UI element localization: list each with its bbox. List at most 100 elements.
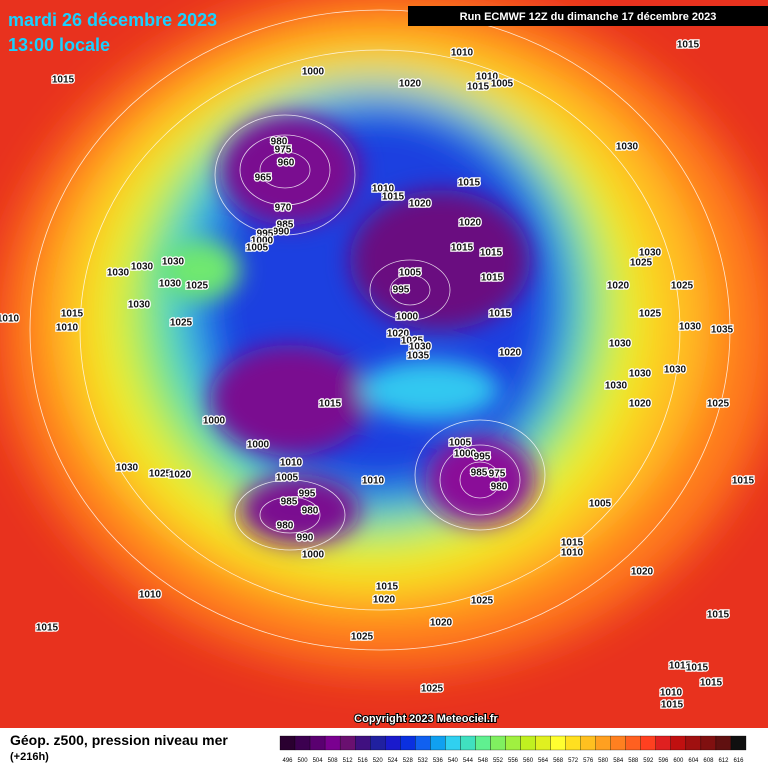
- colorbar-label: 604: [688, 758, 699, 764]
- colorbar-label: 528: [403, 758, 414, 764]
- isobar-label: 980: [271, 137, 288, 148]
- isobar-label: 1025: [707, 399, 730, 410]
- colorbar-cell: [309, 735, 326, 751]
- date-text: mardi 26 décembre 2023: [8, 10, 217, 30]
- colorbar-label: 544: [463, 758, 474, 764]
- colorbar-label: 572: [568, 758, 579, 764]
- isobar-label: 1010: [476, 72, 499, 83]
- isobar-label: 1015: [36, 623, 59, 634]
- isobar-label: 995: [393, 285, 410, 296]
- isobar-label: 1010: [660, 688, 683, 699]
- isobar-label: 1010: [372, 184, 395, 195]
- colorbar-cell: [715, 735, 732, 751]
- run-box: [408, 6, 768, 26]
- isobar-label: 1015: [661, 700, 684, 711]
- isobar-label: 1020: [373, 595, 396, 606]
- colorbar-cell: [595, 735, 611, 751]
- isobar-label: 1005: [491, 79, 514, 90]
- isobar-label: 965: [255, 173, 272, 184]
- isobar-label: 1015: [707, 610, 730, 621]
- legend-title: Géop. z500, pression niveau mer: [10, 732, 228, 748]
- isobar-label: 1015: [677, 40, 700, 51]
- isobar-label: 1015: [669, 661, 692, 672]
- isobar-label: 1020: [399, 79, 422, 90]
- isobar-label: 1020: [169, 470, 192, 481]
- isobar-label: 1025: [186, 281, 209, 292]
- legend-subtitle: (+216h): [10, 751, 49, 763]
- colorbar-label: 580: [598, 758, 609, 764]
- isobar-label: 1015: [489, 309, 512, 320]
- colorbar-label: 612: [718, 758, 729, 764]
- isobar-label: 980: [302, 506, 319, 517]
- isobar-label: 995: [299, 489, 316, 500]
- colorbar-cell: [400, 735, 416, 751]
- isobar-label: 1035: [407, 351, 430, 362]
- colorbar-cell: [370, 735, 386, 751]
- colorbar-cell: [625, 735, 641, 751]
- isobar-label: 985: [277, 220, 294, 231]
- isobar-label: 1035: [711, 325, 734, 336]
- isobar-label: 1020: [430, 618, 453, 629]
- isobar-label: 995: [474, 452, 491, 463]
- colorbar-cell: [490, 735, 506, 751]
- colorbar-cell: [430, 735, 446, 751]
- colorbar-cell: [565, 735, 581, 751]
- isobar-label: 1000: [203, 416, 226, 427]
- isobar-label: 1000: [302, 550, 325, 561]
- isobar-label: 1015: [481, 273, 504, 284]
- colorbar-label: 608: [703, 758, 714, 764]
- isobar-label: 1030: [629, 369, 652, 380]
- isobar-label: 995: [257, 229, 274, 240]
- isobar-label: 1030: [107, 268, 130, 279]
- isobar-label: 1025: [351, 632, 374, 643]
- isobar-label: 1010: [139, 590, 162, 601]
- colorbar-cell: [550, 735, 566, 751]
- colorbar-label: 504: [313, 758, 324, 764]
- isobar-label: 1030: [159, 279, 182, 290]
- colorbar-label: 600: [673, 758, 684, 764]
- isobar-label: 1005: [449, 438, 472, 449]
- colorbar-cell: [339, 735, 356, 751]
- isobar-label: 1020: [387, 329, 410, 340]
- isobar-label: 1025: [671, 281, 694, 292]
- colorbar-cell: [700, 735, 717, 751]
- isobar-label: 1015: [376, 582, 399, 593]
- isobar-label: 1030: [162, 257, 185, 268]
- isobar-label: 1015: [52, 75, 75, 86]
- isobar-label: 1030: [609, 339, 632, 350]
- isobar-label: 1010: [56, 323, 79, 334]
- isobar-label: 1030: [679, 322, 702, 333]
- isobar-label: 1020: [459, 218, 482, 229]
- colorbar-cell: [279, 735, 296, 751]
- colorbar-label: 548: [478, 758, 489, 764]
- isobar-label: 1030: [616, 142, 639, 153]
- colorbar-cell: [580, 735, 596, 751]
- isobar-label: 1025: [421, 684, 444, 695]
- isobar-label: 990: [273, 227, 290, 238]
- colorbar-cell: [475, 735, 491, 751]
- isobar-label: 1000: [247, 440, 270, 451]
- isobar-label: 1005: [246, 243, 269, 254]
- isobar-label: 1010: [0, 314, 20, 325]
- colorbar-cell: [460, 735, 476, 751]
- isobar-label: 1030: [131, 262, 154, 273]
- isobar-label: 1015: [319, 399, 342, 410]
- isobar-label: 980: [277, 521, 294, 532]
- isobar-label: 980: [491, 482, 508, 493]
- isobar-label: 985: [471, 468, 488, 479]
- isobar-label: 1010: [561, 548, 584, 559]
- isobar-label: 1020: [409, 199, 432, 210]
- isobar-label: 970: [275, 203, 292, 214]
- colorbar-cell: [445, 735, 461, 751]
- colorbar-cell: [294, 735, 311, 751]
- colorbar-cell: [640, 735, 656, 751]
- isobar-label: 1000: [454, 449, 477, 460]
- colorbar-cell: [730, 735, 747, 751]
- isobar-label: 975: [275, 145, 292, 156]
- isobar-label: 1030: [605, 381, 628, 392]
- colorbar-cell: [355, 735, 371, 751]
- isobar-label: 1020: [607, 281, 630, 292]
